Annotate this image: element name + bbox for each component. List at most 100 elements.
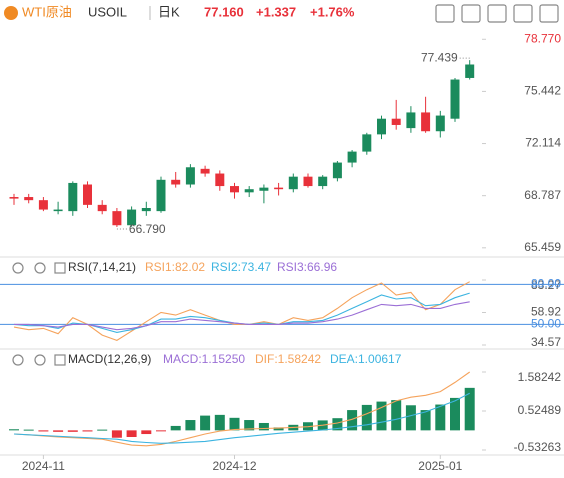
macd-bar [53, 430, 64, 432]
macd-bar [111, 430, 122, 438]
macd-bar [332, 418, 343, 431]
rsi-line [13, 292, 470, 333]
y-tick-label: 0.52489 [518, 403, 562, 417]
expand-icon[interactable] [54, 262, 66, 274]
candle-body [215, 173, 225, 187]
macd-bar [244, 420, 255, 431]
candle-body [112, 211, 122, 226]
tool-button[interactable] [513, 4, 533, 23]
macd-bar [450, 397, 460, 431]
y-tick-label: 1.58242 [518, 370, 562, 384]
price-change: +1.337 [256, 4, 296, 19]
tool-button[interactable] [487, 4, 507, 23]
y-tick-label: 34.57 [531, 335, 561, 349]
macd-bar [185, 420, 196, 431]
y-tick-label: 72.114 [525, 136, 561, 150]
toolbar [435, 4, 559, 23]
price-change-pct: +1.76% [310, 4, 355, 19]
y-tick-label: 78.770 [524, 31, 561, 45]
period[interactable]: 日K [158, 4, 180, 19]
legend-label: DIF:1.58242 [255, 352, 321, 366]
macd-bar [464, 387, 475, 431]
macd-line [13, 371, 471, 447]
candle-body [127, 209, 137, 226]
macd-bar [170, 425, 181, 431]
candle-body [288, 176, 298, 190]
macd-bar [376, 401, 387, 431]
tool-button[interactable] [461, 4, 481, 23]
candle-body [185, 167, 195, 185]
macd-bar [141, 430, 152, 435]
candle-body [391, 118, 401, 125]
rsi-line [14, 301, 470, 331]
macd-bar [229, 417, 240, 431]
level-label: 80.00 [531, 277, 561, 291]
macd-bar [214, 414, 225, 431]
candle-body [318, 176, 328, 187]
level-label: 50.00 [531, 317, 561, 331]
low-label: 66.790 [129, 222, 166, 236]
legend-label: DEA:1.00617 [330, 352, 402, 366]
candle-body [38, 200, 48, 210]
macd-bar [405, 405, 416, 431]
candle-body [332, 162, 342, 179]
macd-bar [391, 400, 402, 431]
macd-bar [126, 430, 137, 437]
macd-bar [97, 429, 108, 431]
settings-icon[interactable] [34, 354, 46, 366]
tool-button[interactable] [539, 4, 559, 23]
candle-body [230, 186, 239, 193]
macd-bar [258, 422, 269, 431]
last-price: 77.160 [204, 4, 244, 19]
candle-body [97, 204, 107, 212]
y-tick-label: 58.92 [531, 305, 561, 319]
candle-body [303, 176, 313, 187]
macd-bar [156, 430, 166, 432]
candle-body [156, 179, 166, 212]
legend-label: RSI3:66.96 [277, 260, 337, 274]
candle-body [141, 208, 151, 212]
x-tick-label: 2025-01 [418, 459, 462, 473]
legend-label: MACD:1.15250 [163, 352, 245, 366]
candle-body [53, 209, 63, 212]
candle-body [24, 197, 34, 201]
macd-bar [420, 410, 431, 431]
macd-bar [347, 410, 358, 431]
candle-body [377, 118, 386, 135]
x-tick-label: 2024-11 [22, 459, 65, 473]
instrument-symbol: USOIL [88, 4, 127, 19]
settings-icon[interactable] [34, 262, 46, 274]
legend-label: RSI1:82.02 [145, 260, 205, 274]
candle-body [9, 197, 19, 199]
hide-icon[interactable] [12, 354, 24, 366]
y-tick-label: 65.459 [524, 240, 561, 254]
x-tick-label: 2024-12 [212, 459, 256, 473]
y-tick-label: 83.27 [531, 278, 561, 292]
candle-body [259, 187, 269, 191]
candle-body [465, 64, 475, 78]
candle-body [171, 179, 181, 185]
macd-title: MACD(12,26,9) [68, 352, 151, 366]
legend-label: RSI2:73.47 [211, 260, 271, 274]
macd-bar [273, 427, 284, 431]
macd-bar [9, 429, 19, 431]
macd-bar [67, 430, 78, 432]
candle-body [83, 184, 92, 205]
candle-body [244, 189, 254, 193]
candle-body [450, 79, 460, 119]
expand-icon[interactable] [54, 354, 66, 366]
rsi-title: RSI(7,14,21) [68, 260, 136, 274]
y-tick-label: 75.442 [524, 84, 561, 98]
tool-button[interactable] [435, 4, 455, 23]
y-tick-label: 68.787 [524, 188, 561, 202]
rsi-line [13, 281, 470, 342]
macd-bar [361, 404, 372, 431]
candle-body [347, 151, 357, 163]
high-label: 77.439 [421, 50, 458, 64]
macd-bar [435, 404, 446, 431]
candle-body [421, 112, 431, 132]
candle-body [362, 134, 372, 152]
macd-bar [82, 430, 93, 432]
hide-icon[interactable] [12, 262, 24, 274]
